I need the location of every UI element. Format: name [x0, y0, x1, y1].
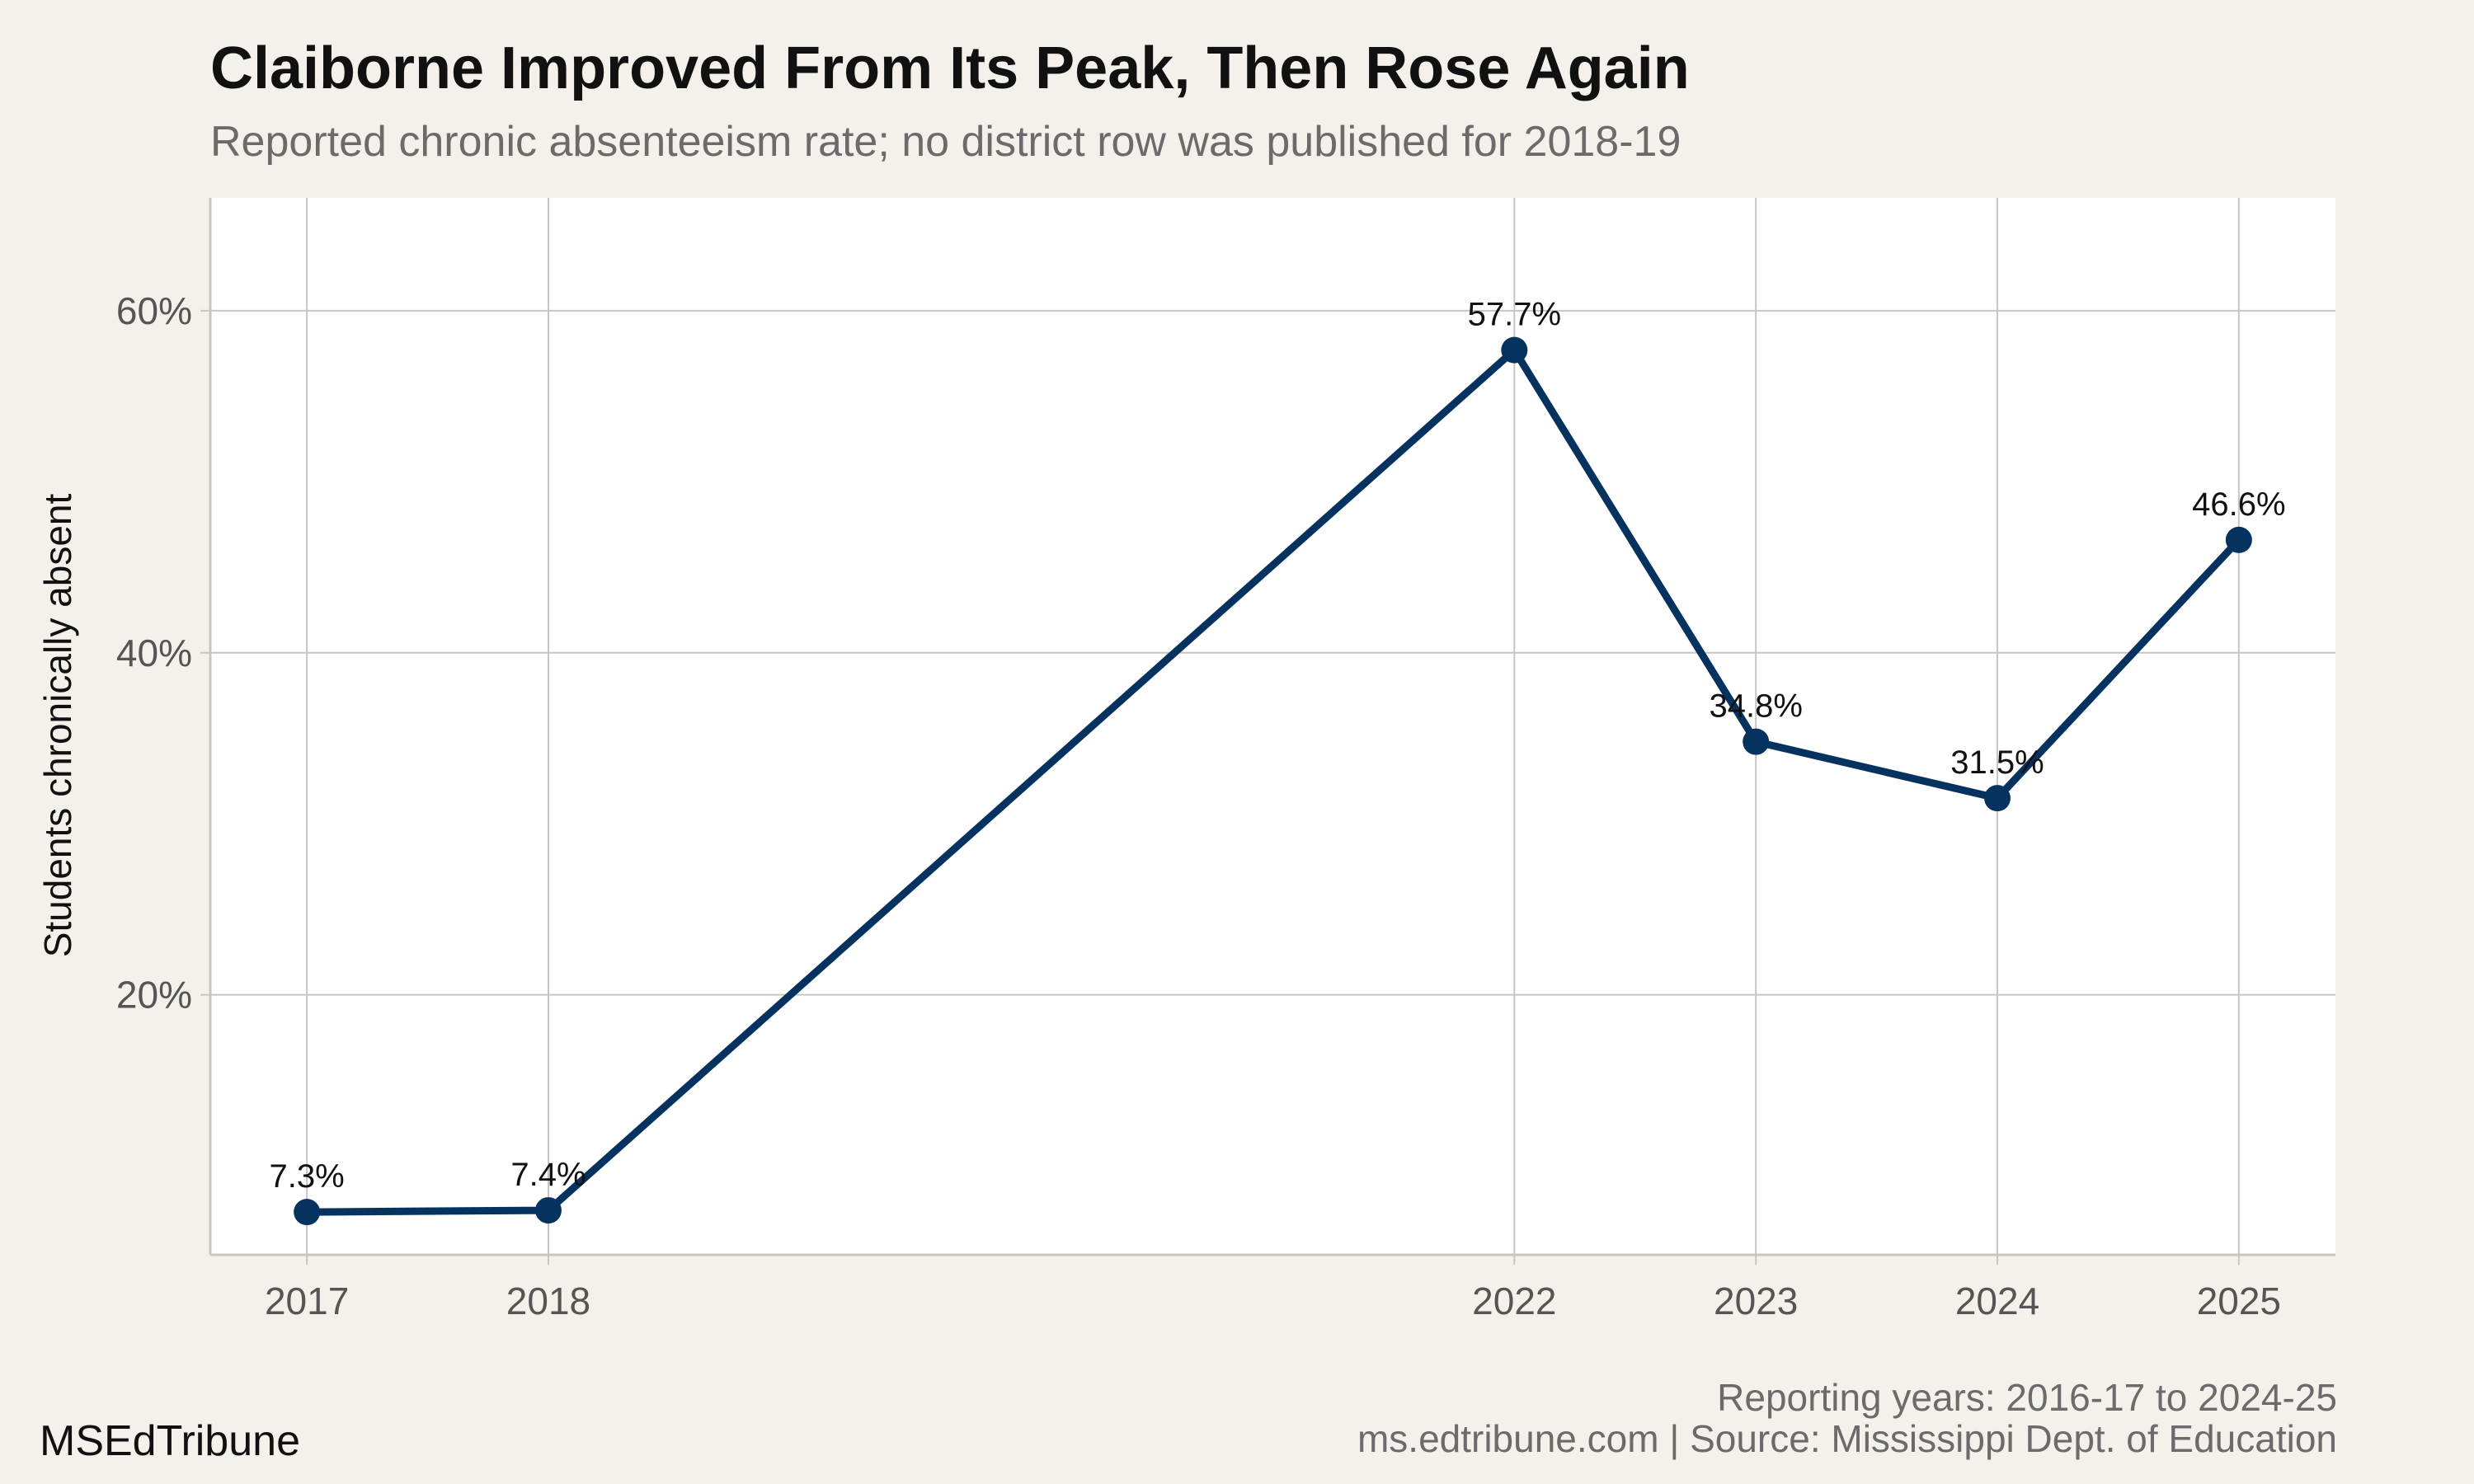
footer-source: ms.edtribune.com | Source: Mississippi D… [1357, 1417, 2337, 1460]
brand-logo: MSEdTribune [40, 1417, 300, 1465]
grid-lines [210, 198, 2335, 1255]
plot-panel [210, 198, 2335, 1255]
series-line [303, 346, 2243, 1216]
x-tick-label: 2023 [1714, 1280, 1798, 1322]
axes: 2017 2018 2022 2023 2024 2025 20% 40% 60% [116, 198, 2335, 1322]
chart-title: Claiborne Improved From Its Peak, Then R… [210, 35, 1690, 101]
data-label: 7.3% [270, 1158, 345, 1195]
data-point [2225, 526, 2252, 553]
data-label: 7.4% [510, 1157, 586, 1193]
data-label: 34.8% [1709, 688, 1802, 725]
y-tick-label: 20% [116, 974, 192, 1017]
data-label: 46.6% [2192, 486, 2285, 523]
data-point [1984, 785, 2011, 812]
x-tick-label: 2025 [2197, 1280, 2281, 1322]
x-tick-label: 2022 [1472, 1280, 1556, 1322]
data-point [1501, 336, 1528, 364]
data-point [534, 1197, 562, 1224]
x-tick-label: 2018 [506, 1280, 590, 1322]
data-label: 31.5% [1950, 744, 2044, 781]
y-tick-label: 40% [116, 632, 192, 674]
data-label: 57.7% [1468, 297, 1561, 333]
data-point [1743, 728, 1770, 755]
y-tick-label: 60% [116, 289, 192, 332]
series [294, 336, 2252, 1226]
y-axis-label: Students chronically absent [36, 493, 79, 958]
chart-subtitle: Reported chronic absenteeism rate; no di… [210, 118, 1681, 166]
x-tick-label: 2017 [265, 1280, 349, 1322]
data-point [294, 1199, 321, 1226]
x-tick-label: 2024 [1955, 1280, 2039, 1322]
footer-note: Reporting years: 2016-17 to 2024-25 [1717, 1376, 2337, 1419]
data-labels: 7.3% 7.4% 57.7% 34.8% 31.5% 46.6% [270, 297, 2286, 1195]
